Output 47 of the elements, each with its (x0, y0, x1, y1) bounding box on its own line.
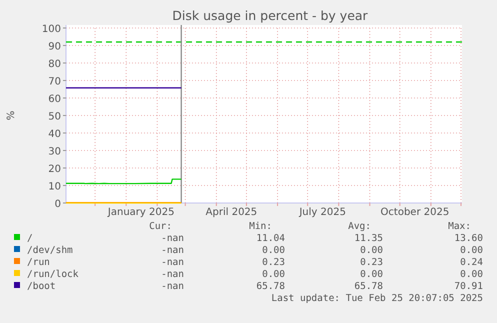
text: 0.00 (360, 269, 384, 280)
text: 0.00 (460, 245, 484, 256)
text: Cur: (149, 221, 172, 232)
text: 0.00 (262, 245, 286, 256)
text: Avg: (348, 221, 371, 232)
text: Last update: Tue Feb 25 20:07:05 2025 (271, 293, 483, 304)
x-tick-label: October 2025 (380, 207, 450, 218)
legend-label: /run (27, 257, 50, 268)
text: 0.23 (262, 257, 285, 268)
text: Min: (249, 221, 272, 232)
text: 65.78 (354, 281, 384, 292)
y-tick-label: 0 (54, 199, 61, 210)
legend-label: /boot (27, 281, 56, 292)
text: 11.35 (354, 233, 383, 244)
legend-label: /run/lock (27, 269, 79, 280)
text: 70.91 (454, 281, 484, 292)
x-tick-label: July 2025 (298, 207, 346, 218)
y-tick-label: 90 (48, 42, 61, 52)
y-tick-label: 80 (48, 59, 61, 70)
text: 0.00 (460, 269, 484, 280)
text: -nan (161, 269, 184, 280)
text: 0.00 (262, 269, 286, 280)
text: 0.00 (360, 245, 384, 256)
y-tick-label: 50 (48, 112, 61, 122)
x-tick-label: April 2025 (206, 207, 258, 218)
text: -nan (161, 257, 184, 268)
x-tick-label: January 2025 (106, 207, 174, 218)
y-axis-title: % (6, 110, 17, 120)
chart-title: Disk usage in percent - by year (172, 8, 369, 23)
y-tick-label: 60 (48, 94, 61, 105)
text: 13.60 (454, 233, 484, 244)
y-tick-label: 20 (48, 164, 61, 175)
y-tick-label: 30 (48, 146, 61, 158)
text: 65.78 (256, 281, 286, 292)
text: 0.24 (460, 257, 484, 268)
y-tick-label: 70 (48, 76, 61, 88)
text: 11.04 (256, 233, 286, 244)
y-tick-label: 40 (48, 129, 61, 140)
text: Max: (448, 221, 471, 232)
y-tick-label: 10 (48, 182, 61, 192)
text: -nan (161, 281, 184, 292)
text: 0.23 (360, 257, 383, 268)
text: -nan (161, 245, 184, 256)
legend-label: / (27, 233, 33, 244)
legend-label: /dev/shm (27, 245, 74, 256)
text: -nan (161, 233, 184, 244)
y-tick-label: 100 (42, 24, 61, 35)
